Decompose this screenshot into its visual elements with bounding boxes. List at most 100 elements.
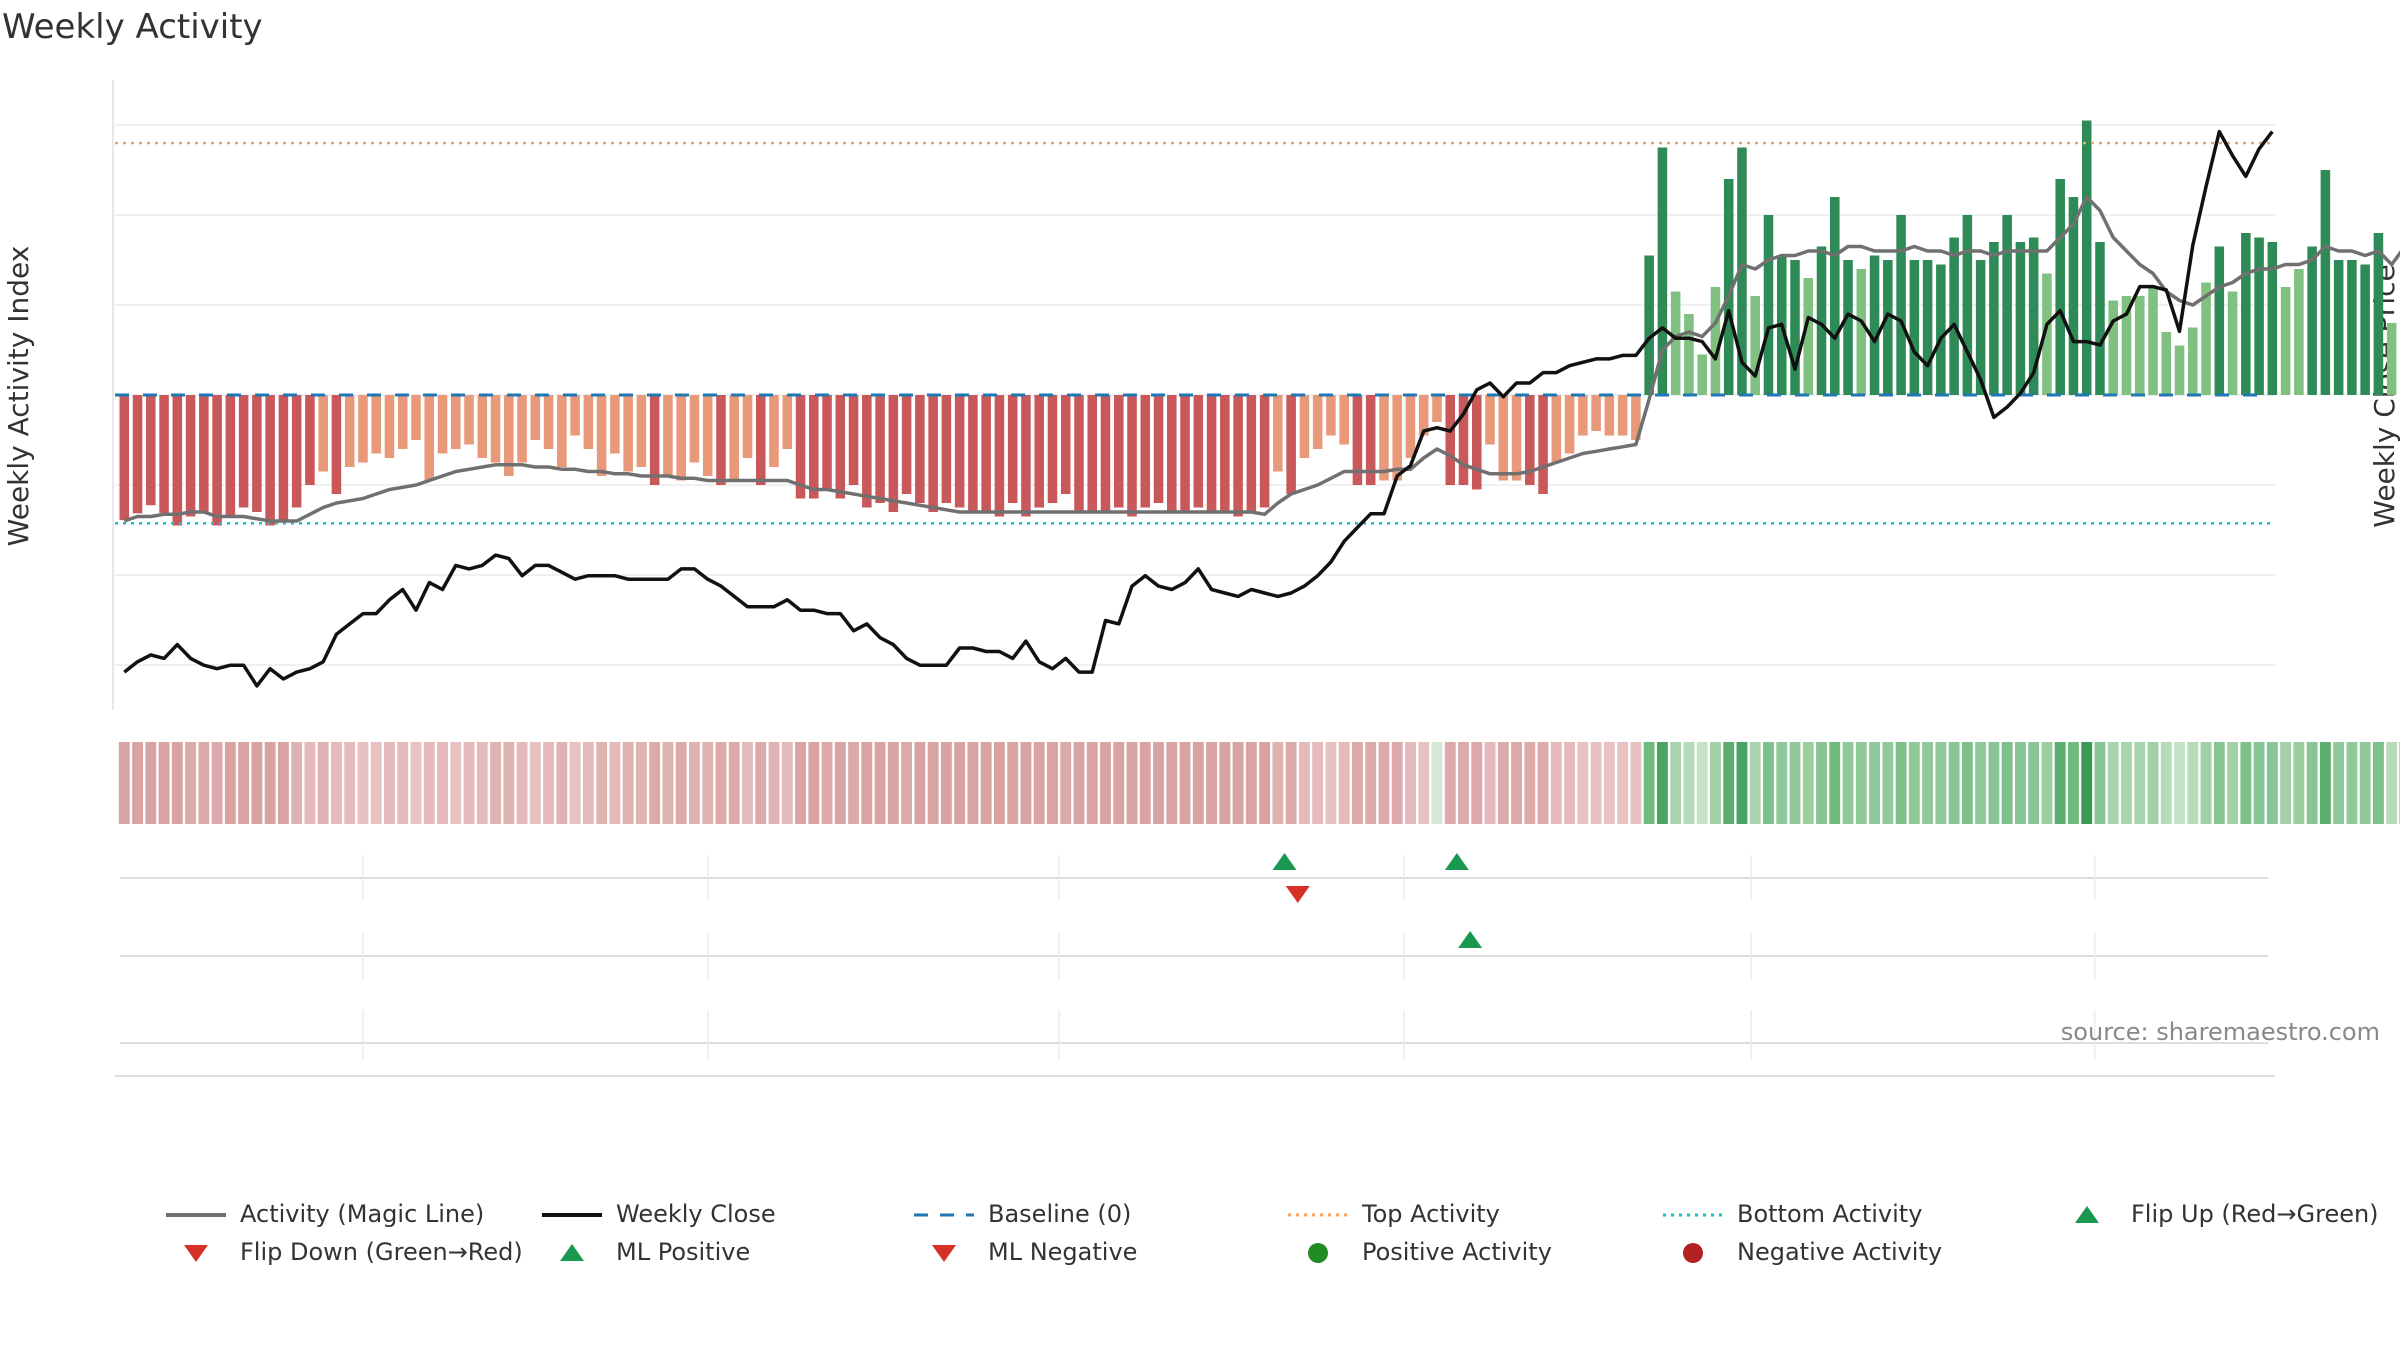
ribbon-cell [238,742,250,824]
activity-bar [185,395,196,517]
ribbon-cell [543,742,555,824]
activity-bar [490,395,501,463]
activity-bar [1326,395,1336,436]
legend-item: Baseline (0) [914,1200,1131,1228]
activity-bar [477,395,488,458]
legend-label: Negative Activity [1737,1238,1943,1266]
activity-bar [2280,287,2291,395]
ribbon-cell [1789,742,1801,824]
activity-bar [451,395,461,449]
activity-bar [2108,300,2119,395]
activity-bar [2015,242,2026,395]
activity-bar [689,395,700,463]
ribbon-cell [1298,742,1310,824]
ribbon-cell [1047,742,1058,824]
ribbon-cell [834,742,846,824]
activity-bar [2121,296,2132,395]
dotted-cyan-line-icon [1663,1213,1723,1217]
activity-bar [1869,255,1880,395]
ribbon-cell [1948,742,1960,824]
activity-bar [1591,395,1601,431]
ribbon-cell [2240,742,2252,824]
ribbon-cell [702,742,714,824]
activity-bar [2254,237,2264,395]
ribbon-cell [1842,742,1854,824]
reference-lines [115,141,2270,525]
activity-bar [822,395,832,490]
ribbon-cell [437,742,448,824]
ribbon-cell [848,742,859,824]
activity-bar [716,395,726,485]
activity-bar [1538,395,1548,494]
ribbon-cell [1855,742,1867,824]
chart-title: Weekly Activity [2,7,263,47]
activity-bar [769,395,779,467]
ribbon-cell [1975,742,1987,824]
activity-bar [2055,179,2065,395]
activity-bar [159,395,169,513]
activity-bar [265,395,275,526]
ribbon-cell [2094,742,2106,824]
dashed-blue-line-icon [914,1213,974,1217]
activity-bar [1485,395,1495,445]
activity-bar [636,395,647,467]
ml-positive-marker [1272,853,1297,870]
activity-bar [1843,260,1853,395]
ribbon-cell [795,742,806,824]
ribbon-cell [2028,742,2040,824]
legend-label: Positive Activity [1362,1238,1552,1266]
ribbon-cell [781,742,793,824]
activity-bar [702,395,713,476]
activity-bar [530,395,541,440]
activity-bar [1684,314,1694,395]
activity-bar [994,395,1005,517]
activity-bar [543,395,554,449]
ribbon-cell [1484,742,1496,824]
activity-bar [1922,260,1933,395]
activity-bar [981,395,991,512]
ribbon-cell [2306,742,2318,824]
ribbon-cell [569,742,581,824]
activity-bar [570,395,580,436]
activity-bar [424,395,435,481]
ribbon-cell [251,742,263,824]
circle-green-icon [1308,1243,1328,1263]
activity-bar [1896,215,1906,395]
ribbon-cell [1285,742,1297,824]
ribbon-cell [1259,742,1271,824]
legend-label: Baseline (0) [988,1200,1132,1228]
ribbon-cell [927,742,939,824]
activity-bar [1312,395,1323,449]
ribbon-cell [1683,742,1695,824]
activity-bar [1418,395,1429,436]
activity-bar [119,395,130,521]
ribbon-cell [2386,742,2398,824]
activity-bar [344,395,355,467]
ribbon-cell [993,742,1005,824]
ribbon-cell [1603,742,1615,824]
activity-bar [225,395,236,517]
activity-bar [915,395,925,503]
ribbon-cell [1113,742,1125,824]
activity-bar [1830,197,1840,395]
ribbon-cell [1763,742,1774,824]
triangle-down-red-icon [184,1245,208,1262]
ribbon-cell [1882,742,1894,824]
ribbon-cell [1007,742,1019,824]
activity-bar [146,395,156,506]
activity-bar [517,395,527,463]
legend-item: ML Negative [914,1238,1137,1266]
ribbon-cell [1471,742,1483,824]
triangle-up-green-icon [560,1244,584,1261]
activity-bar [1060,395,1071,494]
ribbon-cell [2213,742,2225,824]
activity-bar [2134,296,2145,395]
legend-item: ML Positive [542,1238,750,1266]
ribbon-cell [662,742,674,824]
activity-bar [1007,395,1018,503]
activity-bar [1670,291,1681,395]
ribbon-cell [1643,742,1655,824]
ribbon-cell [2319,742,2331,824]
legend: Activity (Magic Line) Weekly Close Baselin… [160,1200,2400,1300]
ribbon-cell [755,742,767,824]
